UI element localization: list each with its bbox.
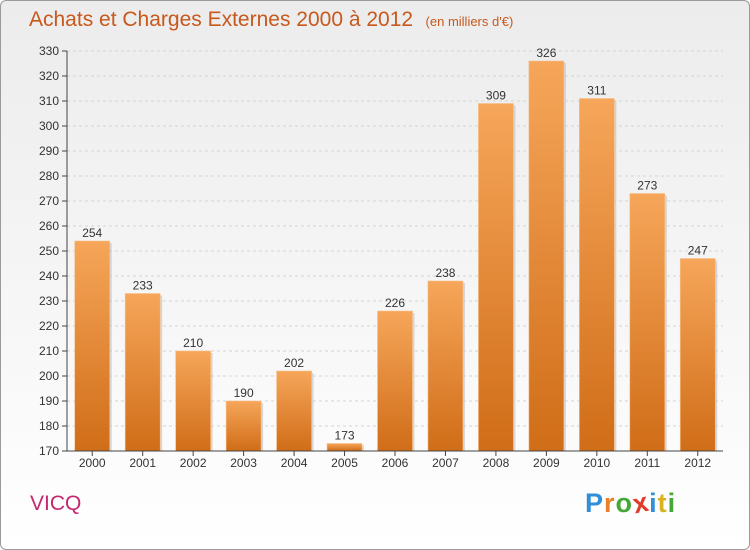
y-tick-label: 290 [39,144,59,158]
bar-value-label: 190 [234,386,254,400]
logo-letter: t [657,488,668,518]
x-tick-label: 2003 [230,456,257,470]
x-tick-label: 2008 [483,456,510,470]
bar [124,293,161,452]
x-tick-label: 2000 [79,456,106,470]
x-tick-label: 2006 [382,456,409,470]
bar-value-label: 238 [435,266,455,280]
y-tick-label: 310 [39,94,59,108]
y-tick-label: 240 [39,269,59,283]
x-tick-label: 2012 [684,456,711,470]
logo-letter: P [585,488,605,518]
logo-letter: i [667,488,677,518]
y-tick-label: 320 [39,69,59,83]
x-tick-label: 2007 [432,456,459,470]
bar [427,280,464,452]
bar [276,370,312,452]
bar-value-label: 273 [637,179,657,193]
y-tick-label: 270 [39,194,59,208]
bar-value-label: 247 [688,244,708,258]
axis-layer: 170 180 190 200 210 220 230 240 250 260 270 280 290 3… [39,44,723,470]
y-tick-label: 230 [39,294,59,308]
x-tick-label: 2002 [180,456,207,470]
bar [326,443,363,452]
bar-value-label: 311 [587,84,606,98]
y-tick-label: 260 [39,219,59,233]
chart-header: Achats et Charges Externes 2000 à 2012 (… [29,8,513,32]
bar [175,350,211,452]
logo-letter: r [604,488,616,518]
bars-layer: 254 233 210 190 202 173 226 238 309 326 311 273 247 [74,46,718,452]
x-tick-label: 2011 [634,456,660,470]
bar-value-label: 326 [536,46,556,60]
chart-title: Achats et Charges Externes 2000 à 2012 [29,8,414,31]
bar [225,400,262,452]
y-tick-label: 330 [39,44,59,58]
x-tick-label: 2010 [583,456,610,470]
y-tick-label: 300 [39,119,59,133]
y-tick-label: 210 [39,344,59,358]
bar-value-label: 254 [82,226,102,240]
logo-letter: i [649,488,658,518]
x-tick-label: 2001 [129,456,156,470]
logo-letter: o [615,488,634,518]
bar-value-label: 226 [385,296,405,310]
y-tick-label: 250 [39,244,59,258]
bar-value-label: 309 [486,89,506,103]
bar [528,60,565,452]
x-tick-label: 2005 [331,456,358,470]
bar [629,193,666,452]
x-tick-label: 2009 [533,456,560,470]
bar-value-label: 173 [335,429,355,443]
bar-value-label: 210 [183,336,203,350]
proxiti-logo: Proxiti [585,487,677,520]
bar [679,258,716,452]
y-tick-label: 180 [39,419,59,433]
y-tick-label: 170 [39,444,59,458]
x-tick-label: 2004 [281,456,308,470]
bar [74,240,111,452]
y-tick-label: 280 [39,169,59,183]
y-tick-label: 190 [39,394,59,408]
bar [377,310,413,452]
bar [579,98,615,452]
chart-subtitle: (en milliers d'€) [425,14,514,29]
y-tick-label: 200 [39,369,59,383]
y-tick-label: 220 [39,319,59,333]
bar-value-label: 202 [284,356,304,370]
bar [478,103,514,452]
place-name: VICQ [30,492,82,515]
bar-value-label: 233 [133,279,153,293]
